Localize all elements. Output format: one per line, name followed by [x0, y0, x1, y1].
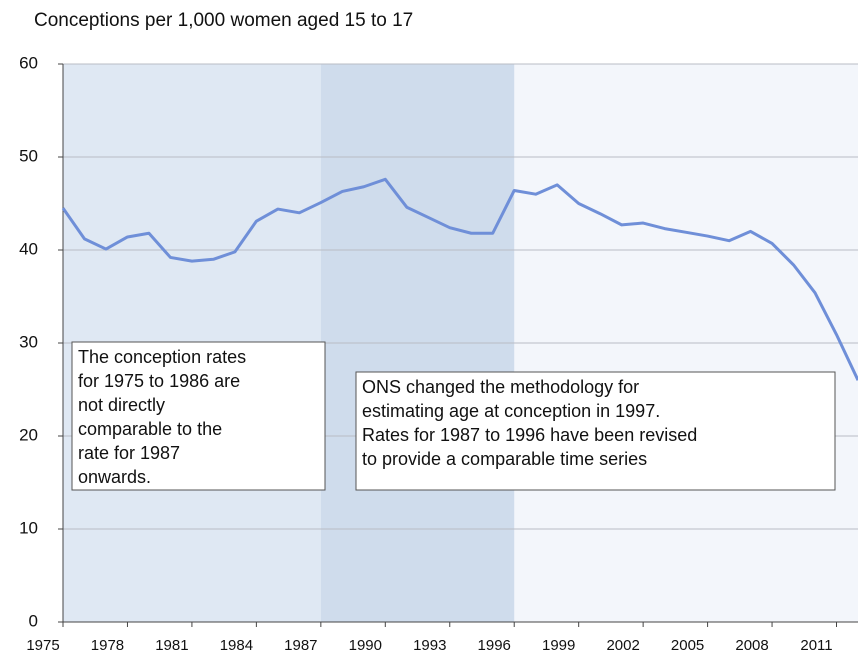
- data-line: [61, 177, 858, 381]
- annotation-text: The conception rates: [78, 347, 246, 367]
- y-tick-label: 30: [19, 332, 38, 351]
- y-tick-label: 20: [19, 425, 38, 444]
- x-tick-label: 1993: [413, 637, 446, 654]
- annotation-text: to provide a comparable time series: [362, 449, 647, 469]
- y-tick-label: 50: [19, 146, 38, 165]
- y-tick-label: 0: [29, 611, 38, 630]
- annotation-box: [355, 371, 836, 491]
- x-tick-label: 1984: [220, 637, 253, 654]
- y-tick-label: 60: [19, 53, 38, 72]
- x-tick-label: 1996: [478, 637, 511, 654]
- x-tick-label: 1981: [155, 637, 188, 654]
- chart-title: Conceptions per 1,000 women aged 15 to 1…: [34, 10, 413, 31]
- annotation-text: ONS changed the methodology for: [362, 377, 639, 397]
- annotation-box: [71, 341, 326, 491]
- x-tick-label: 1978: [91, 637, 124, 654]
- x-tick-label: 2005: [671, 637, 704, 654]
- x-tick-label: 1975: [26, 637, 59, 654]
- x-tick-label: 1987: [284, 637, 317, 654]
- annotation-text: onwards.: [78, 467, 151, 487]
- annotation-text: comparable to the: [78, 419, 222, 439]
- x-tick-label: 2008: [735, 637, 768, 654]
- annotation-text: Rates for 1987 to 1996 have been revised: [362, 425, 697, 445]
- annotation-text: rate for 1987: [78, 443, 180, 463]
- annotation-text: estimating age at conception in 1997.: [362, 401, 660, 421]
- y-tick-label: 10: [19, 518, 38, 537]
- annotation-text: for 1975 to 1986 are: [78, 371, 240, 391]
- x-tick-label: 1990: [349, 637, 382, 654]
- x-tick-label: 2002: [606, 637, 639, 654]
- x-tick-label: 2011: [800, 637, 832, 654]
- x-tick-label: 1999: [542, 637, 575, 654]
- y-tick-label: 40: [19, 239, 38, 258]
- annotation-text: not directly: [78, 395, 165, 415]
